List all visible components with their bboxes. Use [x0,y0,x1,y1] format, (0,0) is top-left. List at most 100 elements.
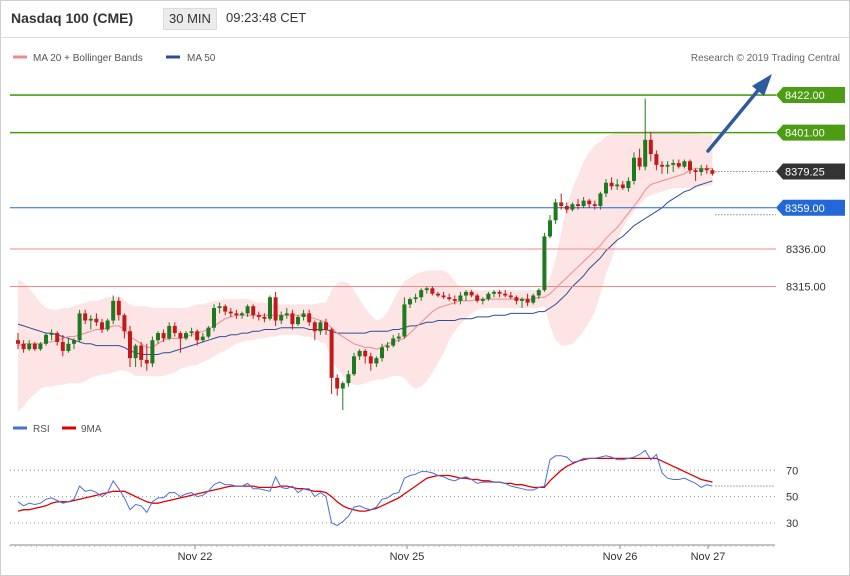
candle-body [592,204,597,206]
candle-body [475,295,480,301]
candle-body [44,334,48,344]
rsi-tick-label-70: 70 [786,465,798,477]
candles-layer [16,98,715,410]
candle-body [441,295,446,298]
last-price-tag [776,163,845,180]
candle-body [615,184,620,187]
candle-body [464,291,468,296]
level-label-8315.00: 8315.00 [786,282,826,294]
candle-body [424,288,429,291]
bollinger-band-layer [18,130,713,412]
candle-body [262,316,267,319]
candle-body [508,295,513,298]
candle-body [576,204,580,206]
candle-body [587,200,592,205]
candle-body [553,202,558,221]
candle-body [665,164,670,167]
candle-body [531,295,536,303]
candle-body [217,306,222,308]
candle-body [128,331,132,359]
candle-body [391,338,396,346]
candle-body [676,163,681,167]
candle-body [284,313,289,316]
candle-body [256,315,261,317]
candle-body [620,184,625,189]
candle-body [380,347,384,359]
candle-body [688,161,692,171]
candle-body [307,313,312,323]
candle-body [436,293,440,296]
level-tag-8359.00 [776,199,845,216]
candle-body [335,377,340,389]
level-label-8401.00: 8401.00 [785,128,825,140]
candle-body [548,220,552,237]
candle-body [27,343,32,350]
candle-body [290,313,295,325]
candle-body [363,350,368,357]
candle-body [368,356,373,364]
forecast-arrow-shaft [706,86,762,153]
rsi-9ma-line [17,457,713,512]
candle-body [100,322,104,330]
candle-body [480,299,485,301]
rsi-tick-label-30: 30 [786,518,798,530]
candle-body [178,333,183,339]
candle-body [452,299,457,301]
x-tick-label-Nov 25: Nov 25 [390,551,425,563]
candle-body [693,170,698,172]
candle-body [228,311,233,314]
candle-body [150,340,155,364]
ma9-legend-label: 9MA [81,424,102,435]
candle-body [430,288,435,294]
candle-body [660,164,664,167]
level-tag-8401.00 [776,124,845,141]
x-tick-label-Nov 26: Nov 26 [603,551,638,563]
candle-body [385,345,390,348]
candle-body [682,161,687,167]
candle-body [32,343,37,350]
candle-body [486,293,491,300]
candle-body [49,333,54,335]
candle-body [352,356,356,375]
candle-body [564,206,569,210]
timestamp: 09:23:48 CET [226,10,307,25]
x-tick-label-Nov 27: Nov 27 [691,551,726,563]
candle-body [94,318,99,323]
candle-body [301,313,306,317]
candle-body [643,139,648,167]
level-label-8359.00: 8359.00 [785,203,825,215]
level-lines-layer [10,94,776,288]
rsi-lines-layer [17,449,775,527]
candle-body [55,333,60,342]
interval-badge[interactable]: 30 MIN [163,8,217,30]
candle-body [16,340,20,344]
level-tag-8422.00 [776,87,845,104]
candle-body [139,345,144,360]
ma50-legend-label: MA 50 [187,53,216,64]
candle-body [268,297,272,319]
candle-body [116,300,121,316]
candle-body [581,200,586,206]
candle-body [559,202,564,206]
candle-body [514,297,519,301]
candle-body [704,168,709,171]
candle-body [598,193,603,206]
candle-body [648,139,653,155]
candle-body [184,333,188,339]
forecast-arrow-layer [706,74,772,153]
candle-body [195,331,200,341]
copyright-text: Research © 2019 Trading Central [691,53,840,64]
candle-body [223,306,228,312]
candle-body [525,299,530,303]
candle-body [408,299,412,305]
candle-body [240,313,244,316]
candle-body [419,290,424,298]
candle-body [329,329,334,378]
rsi-grid-layer: 30 50 70 [10,465,798,530]
candle-body [492,291,496,294]
candle-body [212,308,216,328]
x-axis-ticks-layer: Nov 22 Nov 25 Nov 26 Nov 27 [9,545,774,563]
candle-body [318,322,323,332]
candle-body [200,336,205,341]
